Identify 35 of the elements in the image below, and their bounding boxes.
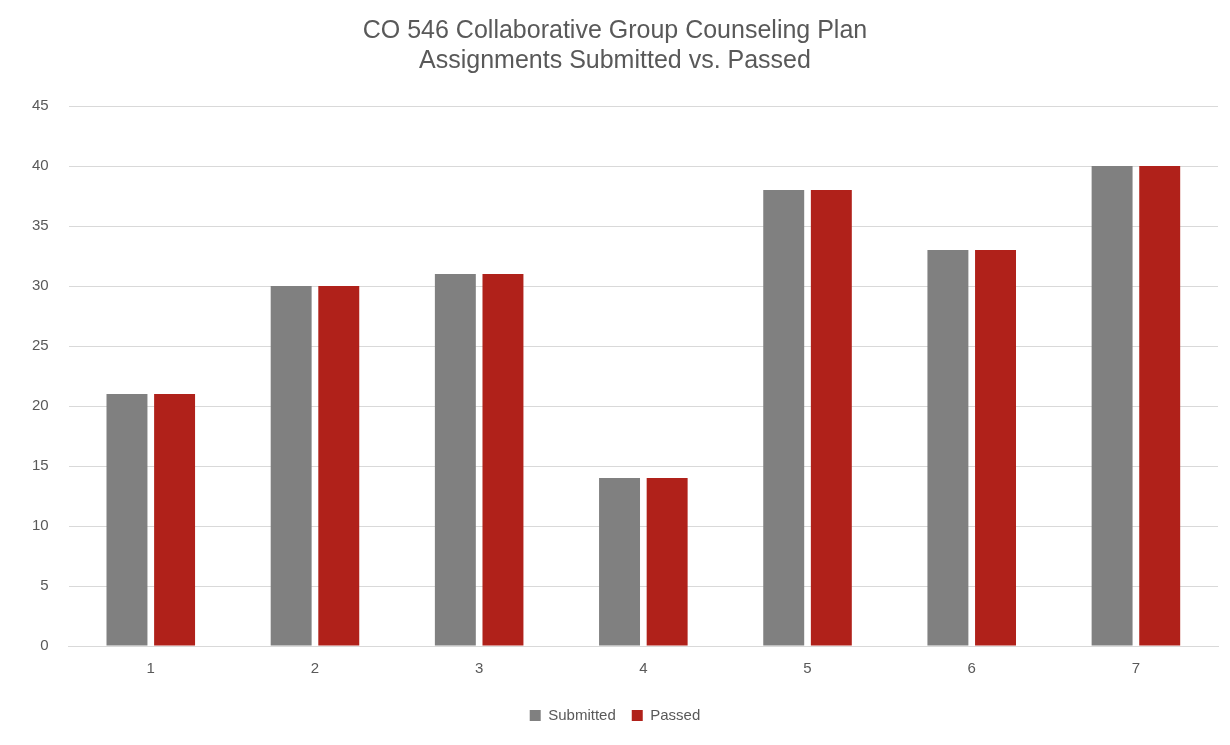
bar <box>1091 166 1133 646</box>
legend-label: Submitted <box>548 705 616 723</box>
x-tick-label: 7 <box>1131 659 1141 677</box>
y-tick-label: 25 <box>32 336 49 354</box>
y-tick-label: 0 <box>40 636 49 654</box>
bar <box>975 250 1016 646</box>
bar <box>318 286 360 646</box>
bar <box>270 286 312 646</box>
chart-subtitle: Assignments Submitted vs. Passed <box>419 44 811 73</box>
bar <box>154 394 196 646</box>
bar <box>927 250 969 646</box>
y-tick-label: 15 <box>32 456 49 474</box>
x-tick-label: 2 <box>310 659 320 677</box>
bar <box>646 478 688 646</box>
bar <box>763 190 805 646</box>
x-tick-label: 5 <box>803 659 812 677</box>
y-tick-label: 10 <box>32 516 49 534</box>
bar <box>599 478 641 646</box>
bar <box>482 274 524 646</box>
bar <box>810 190 852 646</box>
x-tick-label: 6 <box>967 659 976 677</box>
y-tick-label: 40 <box>32 156 49 174</box>
x-tick-label: 4 <box>639 659 648 677</box>
chart-title: CO 546 Collaborative Group Counseling Plan <box>362 14 868 43</box>
x-tick-label: 3 <box>474 659 484 677</box>
bar <box>434 274 476 646</box>
y-tick-label: 20 <box>32 396 49 414</box>
y-tick-label: 5 <box>40 576 49 594</box>
legend-label: Passed <box>650 705 701 723</box>
bar <box>106 394 148 646</box>
y-tick-label: 45 <box>32 96 49 114</box>
x-tick-label: 1 <box>146 659 155 677</box>
y-tick-label: 30 <box>32 276 49 294</box>
bar <box>1139 166 1181 646</box>
y-tick-label: 35 <box>32 216 49 234</box>
